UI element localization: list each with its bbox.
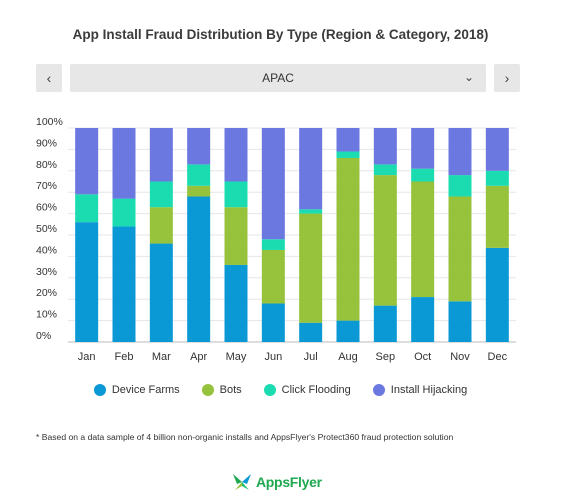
bar-segment — [224, 264, 248, 342]
chart-title: App Install Fraud Distribution By Type (… — [72, 27, 489, 42]
bar-segment — [299, 322, 323, 342]
x-tick-label: Nov — [450, 351, 470, 363]
legend-item: Device Farms — [93, 384, 180, 396]
stacked-bar-chart: 0% 10% 20% 30% 40% 50% 60% 70% 80% 90% 100% Jan Feb M… — [36, 116, 516, 363]
bar-segment — [373, 164, 397, 176]
bar-segment — [75, 194, 99, 223]
x-tick-label: May — [226, 351, 247, 363]
x-tick-label: Sep — [376, 351, 396, 363]
legend-dot — [372, 384, 385, 396]
legend-item: Install Hijacking — [372, 384, 468, 396]
bar-segment — [75, 222, 99, 342]
bar-segment — [336, 151, 360, 158]
x-tick-label: Oct — [414, 351, 431, 363]
legend-label: Device Farms — [111, 384, 180, 396]
bar-segment — [448, 128, 472, 176]
x-tick-label: Aug — [338, 351, 358, 363]
x-tick-label: Mar — [152, 351, 171, 363]
legend-item: Bots — [201, 384, 242, 396]
bar-segment — [448, 301, 472, 342]
bar-segment — [187, 196, 211, 342]
bar-segment — [261, 303, 285, 342]
bar-segment — [187, 164, 211, 186]
y-tick-label: 40% — [36, 244, 57, 256]
y-tick-label: 70% — [36, 180, 57, 192]
y-tick-label: 30% — [36, 266, 57, 278]
bar-segment — [224, 207, 248, 265]
legend-dot — [263, 384, 276, 396]
bar-segment — [112, 226, 136, 342]
bar-segment — [485, 170, 509, 186]
bar-segment — [336, 157, 360, 321]
bar-segment — [149, 128, 173, 182]
bar-segment — [149, 207, 173, 244]
chevron-left-icon: ‹ — [46, 70, 52, 86]
bar-segment — [411, 297, 435, 342]
region-dropdown[interactable]: APAC ⌄ — [70, 64, 486, 92]
x-tick-label: Jun — [264, 351, 282, 363]
bar-segment — [187, 185, 211, 197]
bar-segment — [411, 168, 435, 182]
bar-segment — [299, 128, 323, 210]
bar-segment — [75, 128, 99, 195]
bar-segment — [448, 175, 472, 197]
bar-segment — [224, 181, 248, 208]
bar-segment — [261, 249, 285, 304]
x-tick-label: Feb — [115, 351, 134, 363]
bar-segment — [299, 213, 323, 323]
y-tick-label: 0% — [36, 330, 51, 342]
legend-dot — [93, 384, 106, 396]
appsflyer-logo: AppsFlyer — [231, 472, 322, 492]
legend-dot — [201, 384, 214, 396]
y-tick-label: 60% — [36, 202, 57, 214]
y-tick-label: 80% — [36, 159, 57, 171]
x-tick-label: Dec — [488, 351, 508, 363]
bar-segment — [448, 196, 472, 302]
bar-segment — [112, 128, 136, 199]
x-tick-label: Jul — [304, 351, 318, 363]
bar-segment — [373, 305, 397, 342]
next-button[interactable]: › — [494, 64, 520, 92]
bar-segment — [261, 128, 285, 240]
bar-segment — [224, 128, 248, 182]
bar-segment — [336, 128, 360, 152]
bar-segment — [149, 243, 173, 342]
legend-item: Click Flooding — [263, 384, 351, 396]
bar-segment — [373, 175, 397, 306]
appsflyer-logo-icon — [233, 474, 251, 490]
bar-segment — [112, 198, 136, 227]
chart-legend: Device Farms Bots Click Flooding Install Hi… — [0, 384, 561, 396]
bar-segment — [261, 239, 285, 250]
legend-label: Bots — [219, 384, 242, 396]
bar-segment — [149, 181, 173, 208]
y-tick-label: 100% — [36, 116, 63, 128]
chevron-right-icon: › — [504, 70, 510, 86]
x-tick-label: Jan — [78, 351, 96, 363]
region-dropdown-value: APAC — [262, 71, 294, 85]
footnote: * Based on a data sample of 4 billion no… — [36, 432, 454, 442]
legend-label: Install Hijacking — [390, 384, 468, 396]
y-tick-label: 90% — [36, 137, 57, 149]
chevron-down-icon: ⌄ — [463, 70, 474, 84]
bar-segment — [336, 320, 360, 342]
y-tick-label: 50% — [36, 223, 57, 235]
bar-segment — [485, 185, 509, 248]
bar-segment — [485, 247, 509, 342]
bar-segment — [299, 209, 323, 214]
bar-segment — [187, 128, 211, 165]
bar-segment — [485, 128, 509, 171]
appsflyer-logo-text: AppsFlyer — [256, 474, 322, 490]
y-tick-label: 20% — [36, 287, 57, 299]
bar-segment — [411, 128, 435, 169]
bar-segment — [411, 181, 435, 298]
previous-button[interactable]: ‹ — [36, 64, 62, 92]
legend-label: Click Flooding — [281, 384, 351, 396]
bar-segment — [373, 128, 397, 165]
x-tick-label: Apr — [190, 351, 207, 363]
y-tick-label: 10% — [36, 309, 57, 321]
